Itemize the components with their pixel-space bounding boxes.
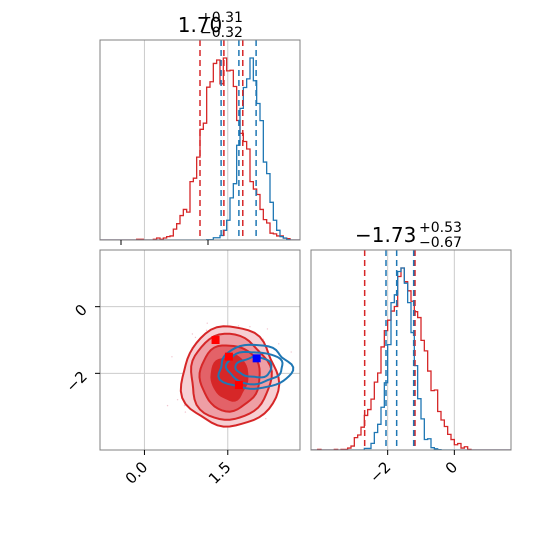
br-dashed-lines [363, 250, 416, 450]
red-marker [234, 381, 243, 389]
red-marker [211, 336, 220, 344]
scatter-point [266, 328, 269, 330]
contour-x-tick-label: 0.0 [122, 458, 152, 488]
blue-contours [217, 343, 295, 390]
scatter-point [194, 336, 197, 339]
contour-panel-frame [99, 249, 301, 451]
br-x-tick-label: 0 [442, 458, 461, 477]
scatter-point [171, 356, 173, 358]
top-title-main: 1.70 [178, 13, 223, 37]
red-contours [179, 325, 281, 428]
top-panel-title: 1.70 [178, 13, 223, 37]
scatter-point [249, 325, 251, 328]
scatter-point [307, 355, 308, 356]
scatter-point [265, 418, 267, 420]
red-marker [224, 352, 233, 361]
blue-contour-level [224, 350, 284, 386]
br-title-sup: +0.53 [419, 220, 462, 236]
contour-y-ticks: 0 −2 [62, 301, 100, 396]
scatter-point [183, 404, 186, 407]
blue-contour-level [217, 343, 295, 390]
contour-panel: 0.0 1.5 0 −2 [62, 249, 308, 488]
br-panel-title: −1.73 [355, 223, 416, 247]
br-title-main: −1.73 [355, 223, 416, 247]
br-blue-histogram [311, 267, 511, 450]
br-x-ticks: −2 0 [366, 450, 461, 486]
bottom-right-histogram-panel: −2 0 −1.73 +0.53 −0.67 [310, 220, 512, 486]
br-title-sub: −0.67 [419, 235, 462, 251]
scatter-point [191, 333, 194, 335]
scatter-point [205, 329, 208, 332]
blue-contour-level [234, 355, 273, 379]
markers [211, 336, 261, 389]
scatter-point [166, 404, 169, 407]
scatter-point [290, 351, 292, 353]
top-title-sub: −0.32 [200, 25, 243, 41]
contour-x-tick-label: 1.5 [205, 458, 235, 488]
top-red-histogram [100, 57, 300, 240]
br-x-tick-label: −2 [366, 458, 394, 486]
contour-y-tick-label: −2 [62, 367, 90, 395]
top-blue-histogram [100, 57, 300, 240]
top-dashed-lines [199, 40, 257, 240]
scatter-point [237, 325, 240, 327]
br-panel-frame [310, 249, 512, 451]
contour-x-ticks: 0.0 1.5 [122, 450, 235, 488]
top-grid [143, 40, 229, 240]
scatter-point [278, 343, 280, 345]
blue-marker [252, 354, 261, 363]
br-red-histogram [311, 267, 511, 450]
scatter-point [206, 322, 208, 324]
top-title-sup: +0.31 [200, 10, 243, 26]
contour-y-tick-label: 0 [71, 301, 90, 320]
scatter-point [184, 411, 187, 413]
top-panel-frame [99, 39, 301, 241]
top-histogram-panel: 1.70 +0.31 −0.32 [99, 10, 301, 245]
scatter-point [176, 398, 179, 401]
